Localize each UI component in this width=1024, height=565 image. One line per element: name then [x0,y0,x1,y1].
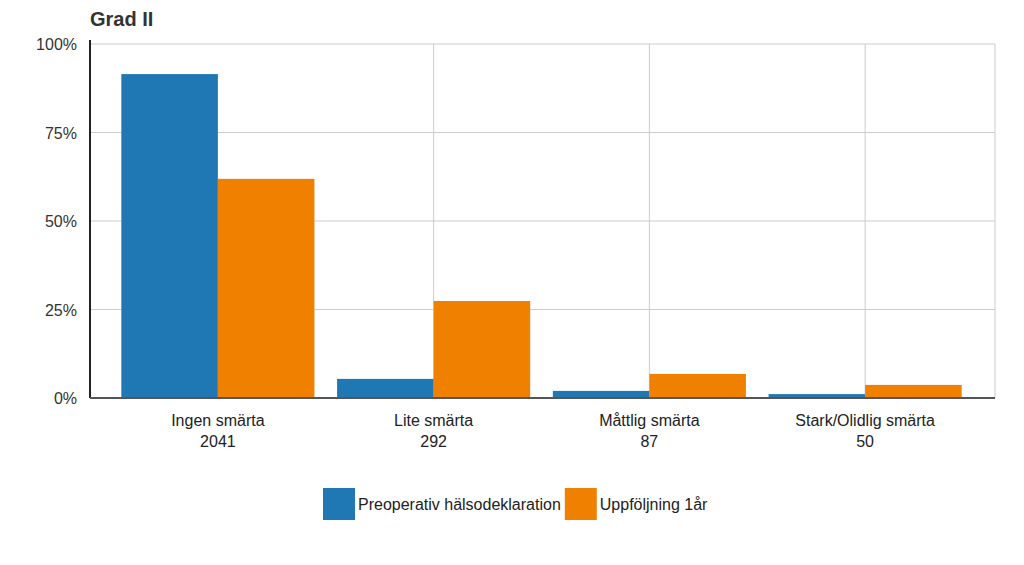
grid-line-vertical [995,44,996,398]
x-tick-label: Lite smärta [394,412,473,429]
category-count: 292 [420,433,447,450]
y-tick-label: 75% [45,125,77,142]
bar [218,179,315,398]
grid-line-vertical [865,44,866,398]
grid-line-vertical [649,44,650,398]
y-tick-label: 50% [45,213,77,230]
bar [121,74,218,398]
bar [553,391,650,398]
x-axis [90,397,995,399]
legend-swatch [565,488,597,520]
y-tick-label: 0% [54,390,77,407]
grid-line [90,398,995,399]
grid-line [90,44,995,45]
legend-swatch [323,488,355,520]
chart: Grad II 0% 25% 50% 75% 100% Ingen smärta 2041 Li… [0,0,1024,565]
legend-label: Uppföljning 1år [600,496,708,513]
x-tick-label: Måttlig smärta [599,412,700,429]
bar [337,379,434,398]
category-count: 2041 [200,433,236,450]
y-tick-label: 100% [36,36,77,53]
bar [434,301,531,398]
grid [90,44,995,398]
legend-label: Preoperativ hälsodeklaration [358,496,561,513]
y-tick-label: 25% [45,302,77,319]
title: Grad II [90,8,153,30]
category-count: 87 [640,433,658,450]
bar [649,374,746,398]
legend: Preoperativ hälsodeklaration Uppföljning … [323,488,708,520]
bars [121,74,961,398]
y-axis [89,40,91,398]
bar [865,385,962,398]
x-tick-label: Ingen smärta [171,412,264,429]
grid-line [90,132,995,133]
category-count: 50 [856,433,874,450]
x-tick-label: Stark/Olidlig smärta [795,412,935,429]
